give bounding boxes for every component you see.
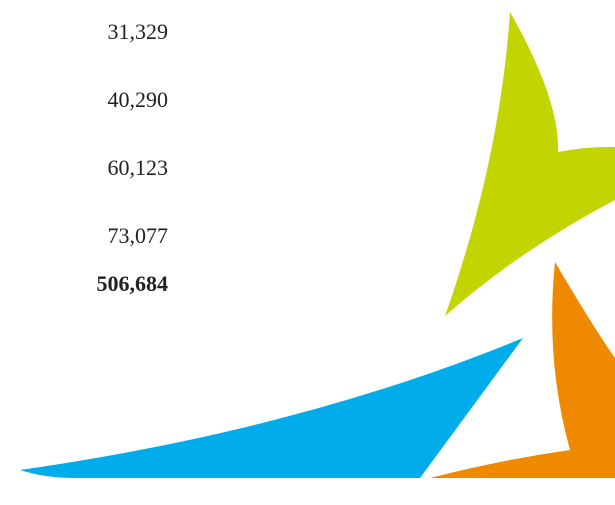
green-shape	[445, 12, 615, 316]
orange-shape	[430, 262, 615, 478]
blue-shape	[20, 338, 523, 478]
row-value: 31,329	[107, 19, 169, 44]
row-value: 40,290	[107, 87, 169, 112]
total: 506,684	[96, 271, 169, 296]
row-value: 60,123	[107, 155, 169, 180]
row-value: 73,077	[107, 223, 169, 248]
